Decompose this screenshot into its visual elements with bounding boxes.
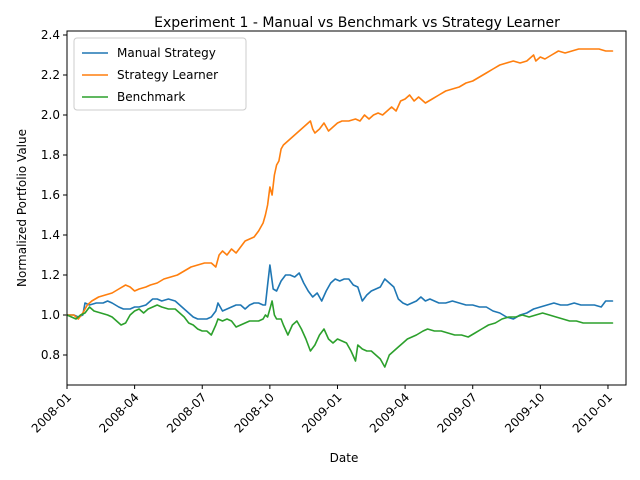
x-tick-label: 2009-10 xyxy=(502,390,547,435)
legend-label: Benchmark xyxy=(117,90,185,104)
y-tick-label: 0.8 xyxy=(41,348,60,362)
y-tick-label: 1.2 xyxy=(41,268,60,282)
series-line-strategy-learner xyxy=(66,48,614,320)
x-tick-label: 2009-04 xyxy=(367,390,412,435)
y-tick-label: 1.0 xyxy=(41,308,60,322)
series-line-benchmark xyxy=(66,300,614,368)
y-tick-label: 2.2 xyxy=(41,68,60,82)
x-tick-label: 2008-04 xyxy=(96,390,141,435)
x-tick-label: 2008-10 xyxy=(232,390,277,435)
chart-title: Experiment 1 - Manual vs Benchmark vs St… xyxy=(154,15,560,31)
x-tick-label: 2010-01 xyxy=(570,390,615,435)
series-line-manual-strategy xyxy=(66,264,614,320)
x-tick-label: 2008-07 xyxy=(164,390,209,435)
legend-label: Manual Strategy xyxy=(117,46,216,60)
y-tick-label: 1.8 xyxy=(41,148,60,162)
x-tick-label: 2009-07 xyxy=(434,390,479,435)
y-axis-label: Normalized Portfolio Value xyxy=(15,129,29,287)
legend: Manual Strategy Strategy Learner Benchmark xyxy=(73,37,247,111)
legend-label: Strategy Learner xyxy=(117,68,218,82)
y-tick-label: 2.0 xyxy=(41,108,60,122)
x-tick-label: 2009-01 xyxy=(299,390,344,435)
y-tick-label: 1.6 xyxy=(41,188,60,202)
y-tick-label: 1.4 xyxy=(41,228,60,242)
y-tick-label: 2.4 xyxy=(41,28,60,42)
series-layer xyxy=(66,48,614,368)
x-axis-label: Date xyxy=(330,451,359,465)
plot-frame xyxy=(66,30,627,386)
legend-box xyxy=(73,37,247,111)
x-tick-label: 2008-01 xyxy=(29,390,74,435)
